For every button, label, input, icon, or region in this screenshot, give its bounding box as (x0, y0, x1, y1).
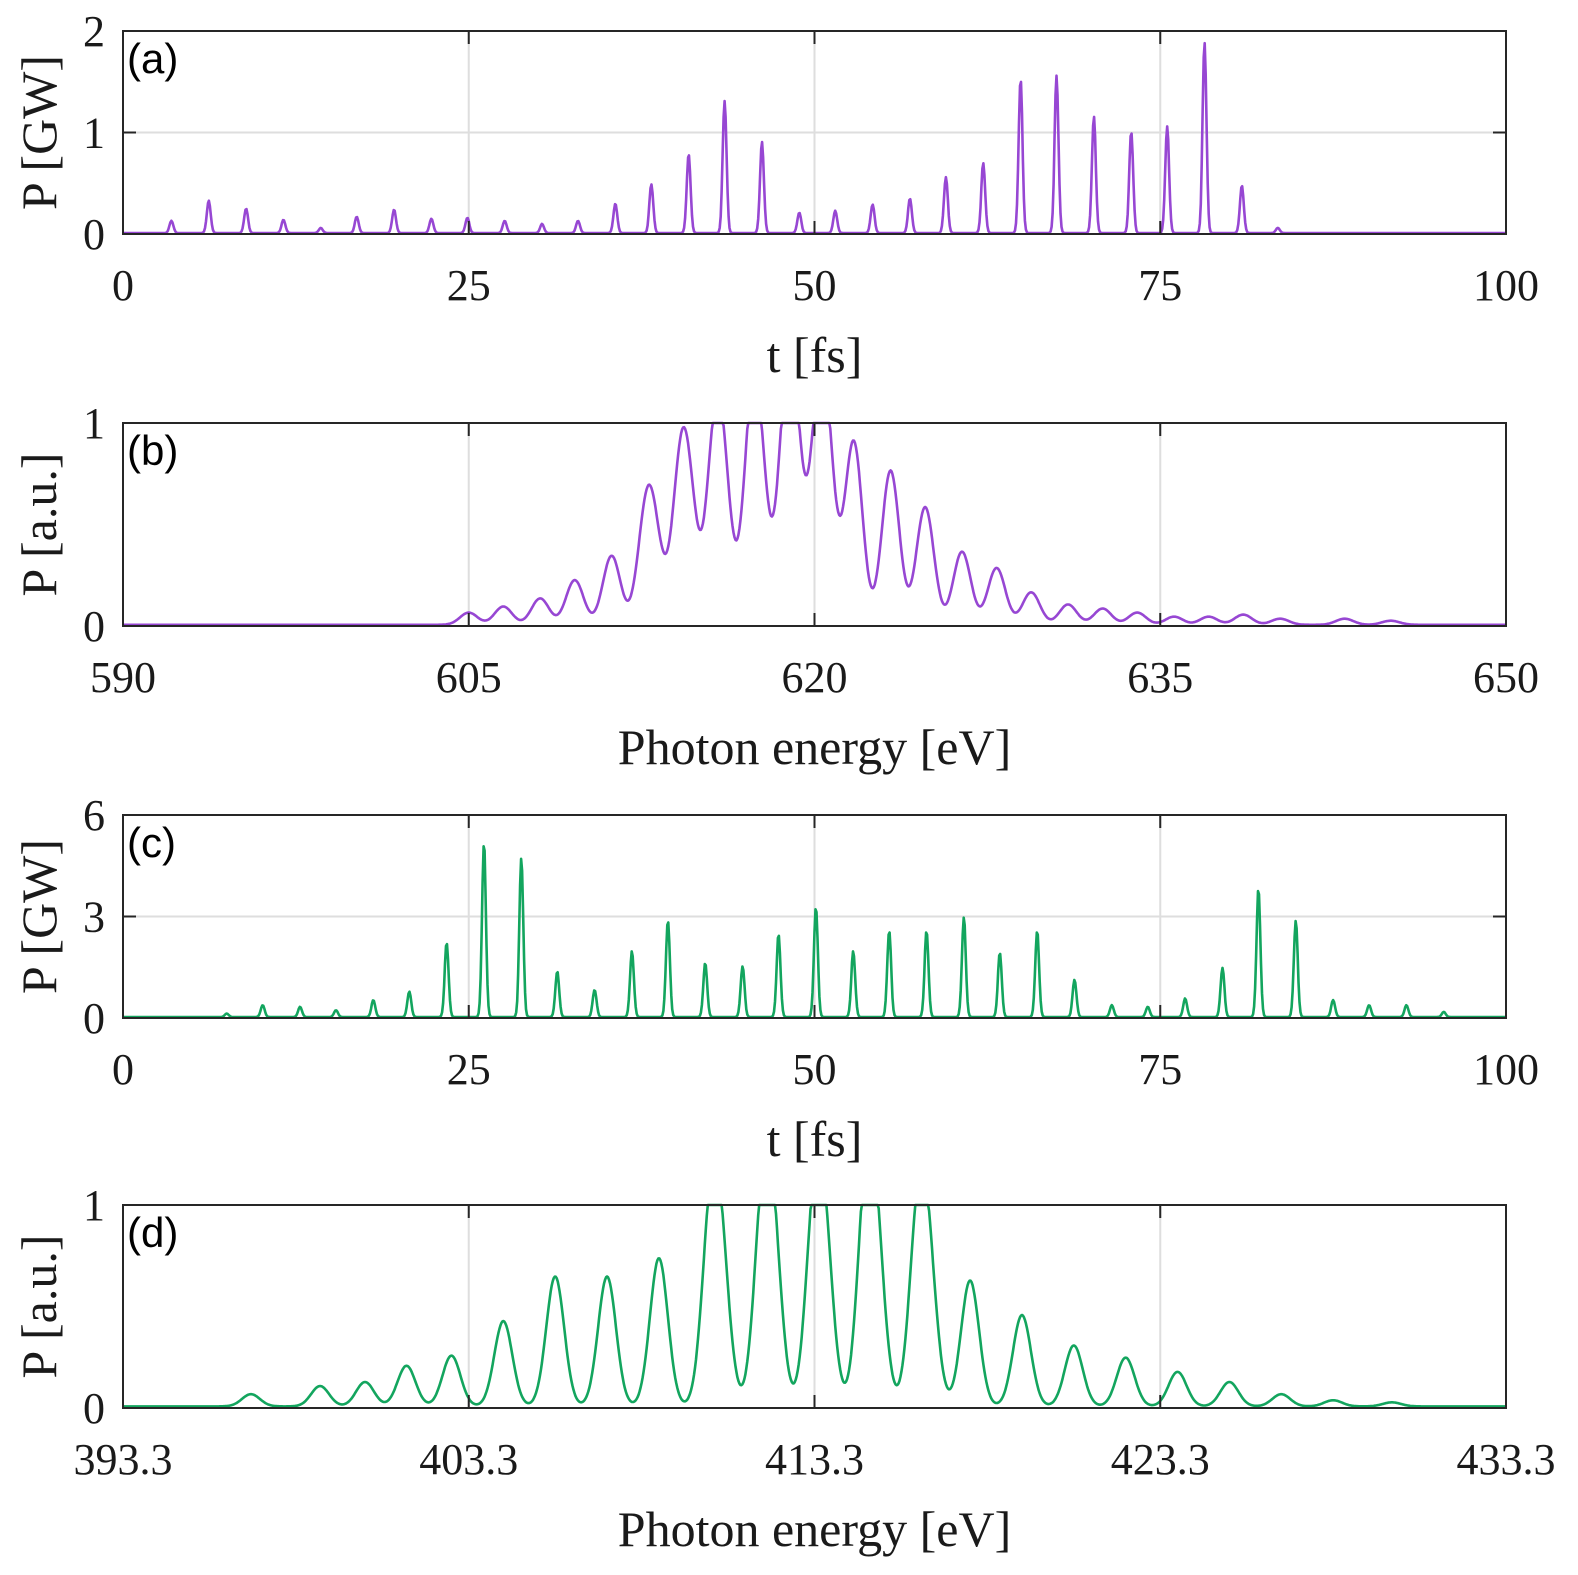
x-tick-label: 403.3 (419, 1435, 518, 1484)
x-tick-label: 413.3 (765, 1435, 864, 1484)
x-tick-label: 50 (793, 1045, 837, 1094)
x-tick-label: 433.3 (1457, 1435, 1556, 1484)
x-tick-label: 393.3 (74, 1435, 173, 1484)
x-tick-label: 100 (1473, 1045, 1539, 1094)
x-tick-label: 650 (1473, 653, 1539, 702)
x-tick-label: 590 (90, 653, 156, 702)
x-axis-label: t [fs] (767, 1111, 863, 1167)
x-tick-label: 25 (447, 261, 491, 310)
y-tick-label: 3 (83, 893, 105, 942)
x-tick-label: 50 (793, 261, 837, 310)
panel-label: (c) (127, 819, 176, 866)
x-tick-label: 423.3 (1111, 1435, 1210, 1484)
panel-d: 393.3 403.3 413.3 423.3 433.3 0 1 Photon energy… (11, 1181, 1556, 1557)
x-axis-label: t [fs] (767, 327, 863, 383)
x-tick-label: 620 (782, 653, 848, 702)
y-tick-label: 0 (83, 1384, 105, 1433)
panel-c: 0 25 50 75 100 0 3 6 t [fs] P [GW] (c) (11, 791, 1539, 1167)
x-tick-label: 0 (112, 261, 134, 310)
panel-a: 0 25 50 75 100 0 1 2 t [fs] P [GW] (a) (11, 7, 1539, 383)
x-tick-label: 75 (1138, 261, 1182, 310)
y-tick-label: 0 (83, 602, 105, 651)
panel-label: (d) (127, 1209, 178, 1256)
x-tick-label: 605 (436, 653, 502, 702)
panel-label: (b) (127, 427, 178, 474)
x-axis-label: Photon energy [eV] (618, 719, 1011, 775)
y-tick-label: 0 (83, 210, 105, 259)
y-axis-label: P [a.u.] (11, 1235, 67, 1379)
x-axis-label: Photon energy [eV] (618, 1501, 1011, 1557)
y-tick-label: 1 (83, 109, 105, 158)
x-tick-label: 25 (447, 1045, 491, 1094)
x-tick-label: 0 (112, 1045, 134, 1094)
x-tick-label: 75 (1138, 1045, 1182, 1094)
y-axis-label: P [GW] (11, 55, 67, 210)
x-tick-label: 100 (1473, 261, 1539, 310)
panel-b: 590 605 620 635 650 0 1 Photon energy [eV] P [a.… (11, 399, 1539, 775)
y-tick-label: 0 (83, 994, 105, 1043)
y-tick-label: 1 (83, 399, 105, 448)
x-tick-label: 635 (1127, 653, 1193, 702)
y-axis-label: P [a.u.] (11, 453, 67, 597)
y-tick-label: 6 (83, 791, 105, 840)
panel-label: (a) (127, 35, 178, 82)
y-tick-label: 1 (83, 1181, 105, 1230)
y-axis-label: P [GW] (11, 839, 67, 994)
y-tick-label: 2 (83, 7, 105, 56)
